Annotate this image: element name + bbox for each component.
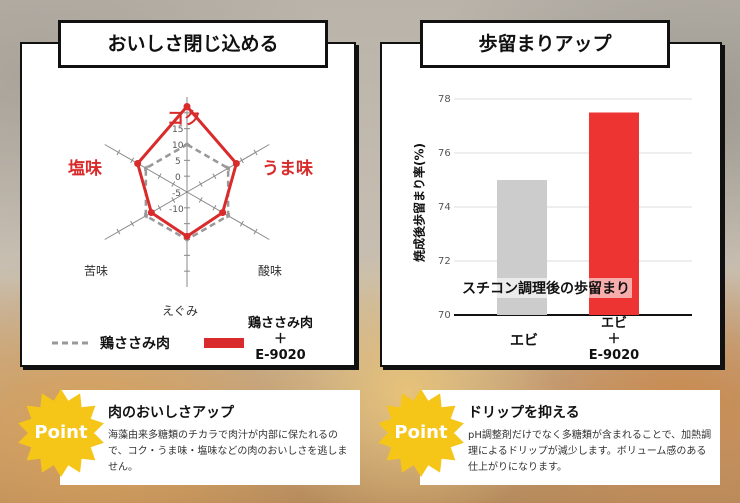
radar-axis-tick xyxy=(130,157,135,164)
taste-panel-title: おいしさ閉じ込める xyxy=(58,20,328,68)
axis-label-koku: コク xyxy=(167,109,201,129)
radar-axis-tick xyxy=(116,228,121,235)
tick-neg10: -10 xyxy=(169,205,184,215)
point-card-drip-heading: ドリップを抑える xyxy=(468,405,580,421)
tick-neg5: -5 xyxy=(172,189,181,199)
axis-label-sanmi: 酸味 xyxy=(258,264,283,278)
ytick-78: 78 xyxy=(438,94,451,105)
x-label-ebi-e9020-line2: ＋ xyxy=(607,332,621,347)
radar-axis-tick xyxy=(212,204,217,211)
yield-panel: 焼成後歩留まり率(%) 78 76 74 72 70 スチコン調理後の歩留まり … xyxy=(380,42,722,367)
radar-axis-tick xyxy=(171,181,176,187)
axis-label-egumi: えぐみ xyxy=(162,304,199,318)
point-card-drip-body: pH調整剤だけでなく多糖類が含まれることで、加熱調理によるドリップが減少します。… xyxy=(468,430,712,473)
radar-axis-tick xyxy=(130,220,135,227)
point-card-taste-heading: 肉のおいしさアップ xyxy=(108,405,234,421)
x-label-ebi-e9020: エビ ＋ E-9020 xyxy=(579,316,649,364)
radar-axis-tick xyxy=(198,181,203,187)
starburst-shape xyxy=(18,389,104,477)
x-label-ebi: エビ xyxy=(510,333,538,349)
point-badge-label: Point xyxy=(34,422,88,443)
axis-label-umami: うま味 xyxy=(262,159,313,179)
legend-e9020-line1: 鶏ささみ肉 xyxy=(248,316,314,331)
tick-10: 10 xyxy=(172,141,184,151)
starburst-shape xyxy=(378,389,464,477)
radar-point xyxy=(183,103,191,110)
radar-axis-tick xyxy=(171,197,176,203)
radar-point xyxy=(226,166,231,171)
tick-0: 0 xyxy=(175,173,181,183)
ytick-76: 76 xyxy=(438,148,451,159)
radar-point xyxy=(134,160,142,167)
point-badge-icon: Point xyxy=(376,388,466,478)
radar-point xyxy=(143,213,148,218)
ytick-70: 70 xyxy=(438,310,451,321)
radar-point xyxy=(219,209,227,217)
yield-bar-chart xyxy=(454,98,692,316)
radar-axis-tick xyxy=(239,157,244,164)
radar-axis-tick xyxy=(253,149,258,156)
x-label-ebi-e9020-line3: E-9020 xyxy=(588,348,640,363)
radar-point xyxy=(143,166,148,171)
yield-panel-title: 歩留まりアップ xyxy=(420,20,670,68)
point-badge-label: Point xyxy=(394,422,448,443)
point-badge-icon: Point xyxy=(16,388,106,478)
legend-e9020: 鶏ささみ肉 ＋ E-9020 xyxy=(248,316,313,364)
radar-point xyxy=(183,232,191,240)
axis-label-nigami: 苦味 xyxy=(84,264,109,278)
radar-point xyxy=(232,160,240,167)
radar-point xyxy=(185,142,189,147)
legend-red-swatch xyxy=(204,338,244,348)
radar-axis-tick xyxy=(198,197,203,203)
radar-point xyxy=(226,213,231,218)
x-label-ebi-e9020-line1: エビ xyxy=(600,316,627,331)
radar-axis-tick xyxy=(212,173,217,180)
taste-panel: コク うま味 酸味 えぐみ 苦味 塩味 15 10 5 0 -5 -10 鶏ささ… xyxy=(20,42,356,367)
radar-axis-tick xyxy=(253,228,258,235)
legend-e9020-line2: ＋ xyxy=(274,332,288,347)
y-axis-label: 焼成後歩留まり率(%) xyxy=(412,143,427,262)
overlay-caption: スチコン調理後の歩留まり xyxy=(460,278,632,298)
axis-label-shio: 塩味 xyxy=(68,159,102,179)
ytick-72: 72 xyxy=(438,256,451,267)
radar-point xyxy=(147,209,155,217)
radar-axis-tick xyxy=(116,149,121,156)
radar-axis-tick xyxy=(157,173,162,180)
ytick-74: 74 xyxy=(438,202,451,213)
point-card-taste-body: 海藻由来多糖類のチカラで肉汁が内部に保たれるので、コク・うま味・塩味などの肉のお… xyxy=(108,430,348,473)
tick-5: 5 xyxy=(175,157,181,167)
legend-dashed-line xyxy=(52,341,92,345)
radar-axis-tick xyxy=(239,220,244,227)
legend-plain: 鶏ささみ肉 xyxy=(100,336,170,352)
point-card-taste: 肉のおいしさアップ 海藻由来多糖類のチカラで肉汁が内部に保たれるので、コク・うま… xyxy=(60,390,360,485)
legend-e9020-line3: E-9020 xyxy=(255,348,306,363)
tick-15: 15 xyxy=(172,125,184,135)
point-card-drip: ドリップを抑える pH調整剤だけでなく多糖類が含まれることで、加熱調理によるドリ… xyxy=(420,390,720,485)
radar-axis-tick xyxy=(157,204,162,211)
radar-chart xyxy=(104,97,270,287)
